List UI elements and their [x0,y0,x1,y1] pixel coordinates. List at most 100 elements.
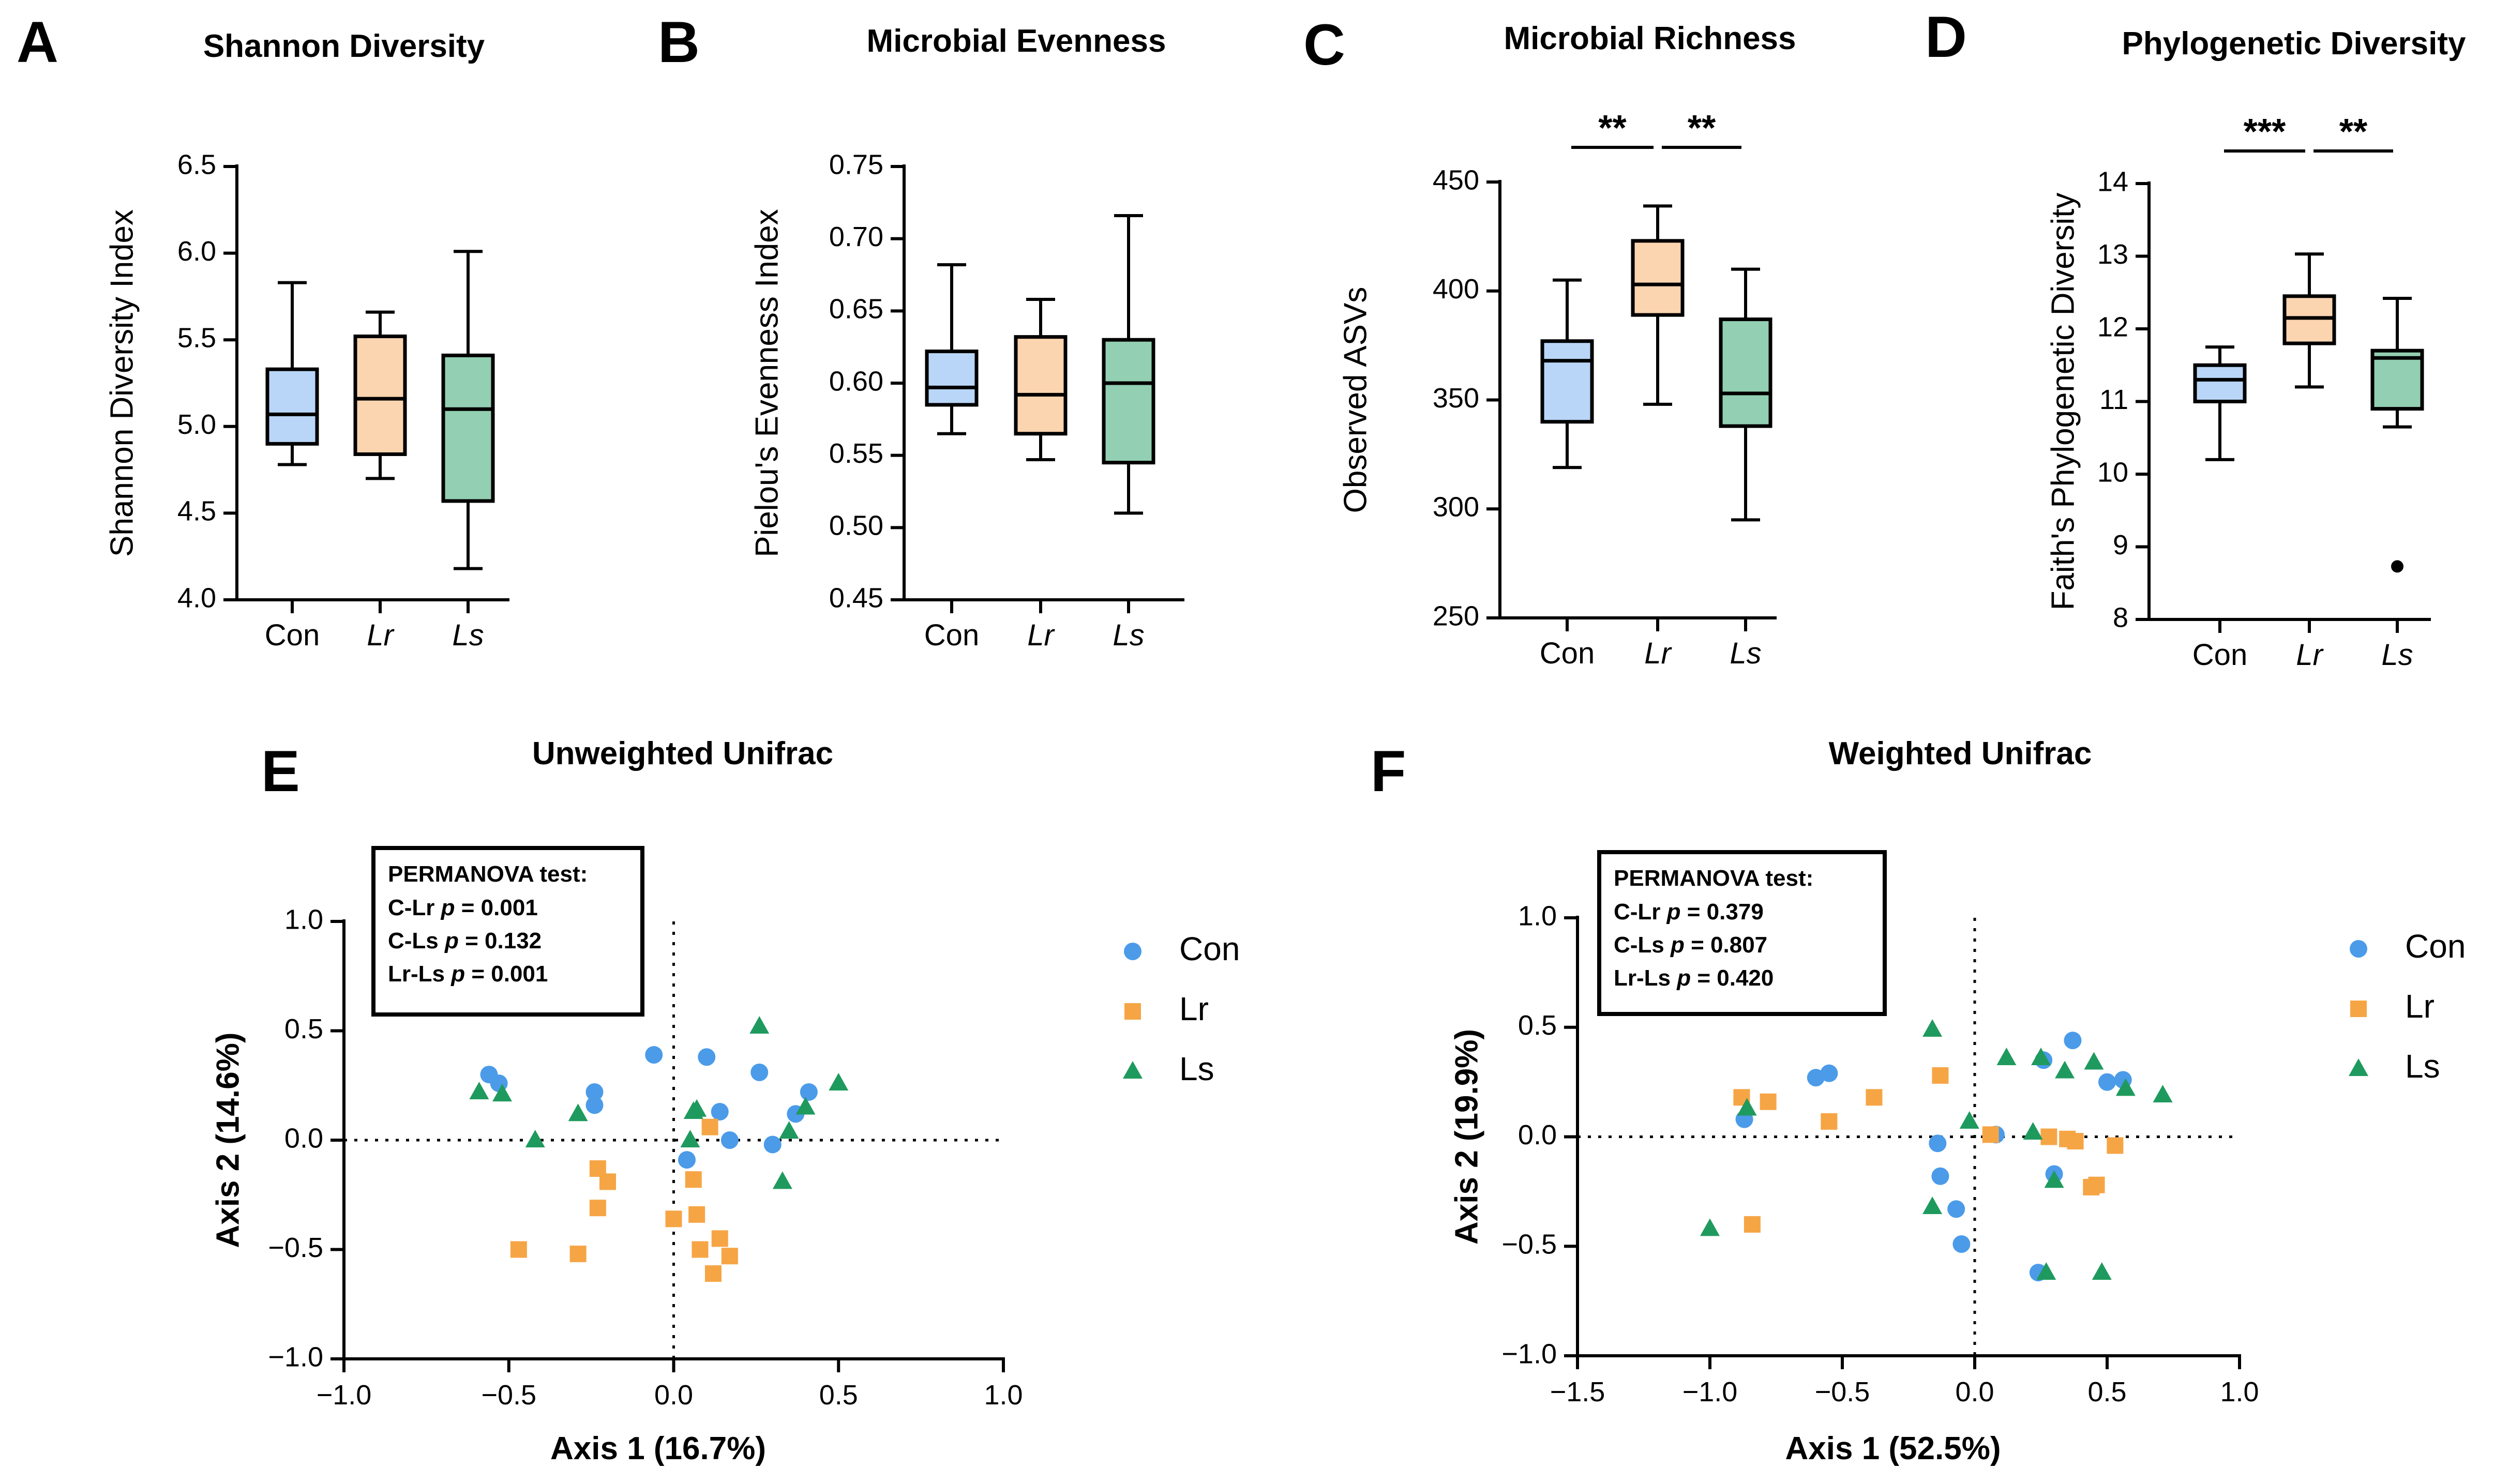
chart-title: Unweighted Unifrac [532,736,833,771]
scatter-point-ls [2115,1078,2136,1096]
scatter-point-con [1952,1235,1971,1253]
scatter-point-lr [1124,1003,1141,1020]
scatter-point-lr [1982,1126,1999,1143]
y-tick-label: 0.5 [1518,1010,1557,1041]
scatter-point-ls [687,1099,707,1117]
y-tick-label: 1.0 [1518,900,1557,931]
p-value: = 0.379 [1687,899,1764,925]
scatter-point-lr [1744,1216,1761,1233]
box-con [265,281,319,466]
p-symbol: p [1671,965,1697,991]
comparison-label: C-Ls [1614,932,1664,958]
y-tick-label: 0.0 [284,1123,323,1154]
x-tick-label: −1.0 [1682,1376,1738,1407]
box-iqr [1014,335,1068,436]
outlier-point [2391,560,2403,573]
series-ls [1700,1019,2173,1280]
panel-label: D [1925,5,1967,69]
y-tick-label: 0.75 [829,149,883,180]
x-axis-label: Axis 1 (16.7%) [550,1431,766,1466]
scatter-point-con [1929,1134,1947,1153]
scatter-point-lr [1932,1067,1949,1084]
category-label: Lr [1644,637,1672,670]
y-tick-label: 450 [1433,164,1479,195]
scatter-point-lr [692,1241,709,1258]
category-label: Ls [1113,618,1144,652]
category-label: Con [1540,637,1595,670]
y-tick-label: 5.5 [177,322,216,353]
box-lr [1014,297,1068,462]
y-tick-label: 350 [1433,383,1479,414]
chart-title: Microbial Richness [1504,21,1796,56]
category-label: Con [924,618,979,652]
permanova-frame [1597,850,1887,1016]
scatter-point-con [585,1096,604,1114]
p-value: = 0.001 [471,961,548,987]
y-tick-label: 6.5 [177,149,216,180]
panel-label: F [1371,739,1406,804]
y-tick-label: 10 [2097,457,2128,488]
series-ls [469,1016,849,1189]
panel-b: B Microbial Evenness Pielou's Evenness Ind… [658,10,1184,652]
category-label: Ls [1730,637,1761,670]
legend: Con Lr Ls [1123,930,1240,1087]
scatter-point-lr [599,1173,616,1190]
p-symbol: p [1664,932,1691,958]
comparison-label: C-Lr [1614,899,1660,925]
box-iqr [265,367,319,446]
y-tick-label: 5.0 [177,409,216,440]
scatter-point-ls [1996,1048,2017,1066]
y-tick-label: 0.70 [829,221,883,252]
permanova-box: PERMANOVA test: C-Lr p = 0.001 C-Ls p = 0.… [371,846,644,1017]
box-lr [2282,252,2336,389]
y-tick-label: 300 [1433,492,1479,523]
panel-d: D Phylogenetic Diversity Faith's Phylogene… [1925,5,2466,672]
scatter-point-con [800,1083,818,1101]
box-iqr [2370,349,2424,411]
scatter-point-ls [1922,1019,1943,1037]
panel-label: B [658,10,700,74]
scatter-point-ls [829,1073,849,1091]
y-tick-label: 0.5 [284,1013,323,1044]
y-tick-label: 9 [2113,529,2128,561]
scatter-point-con [698,1048,716,1066]
box-lr [353,310,407,480]
permanova-row: Lr-Ls p = 0.001 [388,961,548,987]
scatter-point-con [1931,1167,1949,1185]
panel-label: C [1303,12,1345,77]
x-tick-label: −0.5 [481,1380,536,1411]
category-label: Lr [2296,638,2324,672]
scatter-point-lr [1821,1113,1838,1130]
p-symbol: p [439,928,465,953]
category-label: Con [265,618,320,652]
scatter-point-lr [569,1245,587,1262]
scatter-point-ls [469,1081,489,1099]
scatter-point-ls [2023,1122,2043,1140]
box-con [1540,278,1594,470]
chart-title: Weighted Unifrac [1829,736,2092,771]
y-axis-label: Pielou's Evenness Index [749,209,785,557]
scatter-point-lr [1866,1089,1883,1106]
legend-label: Con [1179,930,1240,967]
comparison-label: C-Ls [388,928,439,953]
box-iqr [2282,294,2336,345]
series-lr [510,1118,738,1282]
p-symbol: p [434,895,461,920]
y-tick-label: −0.5 [1501,1229,1557,1260]
scatter-point-lr [685,1171,702,1188]
x-tick-label: 1.0 [984,1380,1023,1411]
panel-label: A [17,10,58,74]
permanova-row: C-Ls p = 0.807 [1614,932,1767,958]
y-tick-label: 400 [1433,274,1479,305]
scatter-point-lr [711,1230,728,1247]
panel-c: C Microbial Richness Observed ASVs 250 300 35… [1303,12,1796,670]
chart-title: Phylogenetic Diversity [2122,26,2466,62]
significance-stars: ** [2339,111,2368,152]
scatter-point-lr [2088,1176,2105,1193]
y-tick-label: 8 [2113,602,2128,633]
significance-stars: *** [2244,111,2286,152]
series-con [480,1046,818,1169]
y-tick-label: 0.0 [1518,1119,1557,1150]
scatter-point-ls [2153,1085,2173,1103]
